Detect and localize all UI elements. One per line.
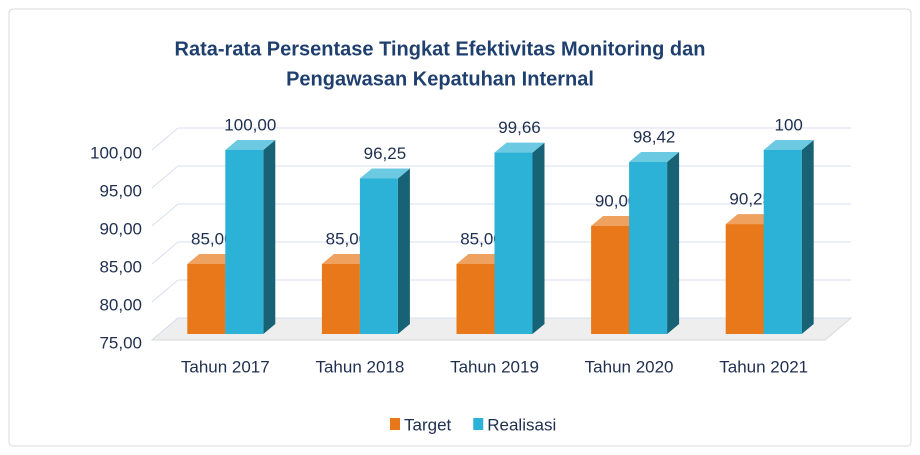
bar-front xyxy=(494,152,533,334)
bar xyxy=(359,168,410,334)
bar-top xyxy=(187,254,238,264)
bar-side xyxy=(397,168,410,334)
bar-top xyxy=(494,142,545,153)
y-tick-label: 85,00 xyxy=(99,257,142,276)
bar-front xyxy=(591,226,630,334)
bar-side xyxy=(532,142,545,334)
bar-top xyxy=(359,168,410,179)
bar-top xyxy=(591,216,642,226)
bar-top xyxy=(321,254,372,264)
bar-top xyxy=(629,152,680,163)
legend-label: Target xyxy=(404,415,452,434)
data-label: 96,25 xyxy=(364,144,407,163)
bar-front xyxy=(359,178,398,334)
bar-side xyxy=(801,140,814,334)
data-label: 100,00 xyxy=(224,115,276,134)
y-tick-label: 100,00 xyxy=(90,143,142,162)
x-tick-label: Tahun 2018 xyxy=(315,357,404,376)
legend-label: Realisasi xyxy=(487,415,556,434)
bar xyxy=(494,142,545,334)
data-label: 99,66 xyxy=(498,118,541,137)
data-label: 85,00 xyxy=(326,229,369,248)
bar xyxy=(763,140,814,334)
bar-front xyxy=(629,162,668,334)
x-tick-label: Tahun 2017 xyxy=(181,357,270,376)
y-tick-label: 75,00 xyxy=(99,333,142,352)
x-tick-label: Tahun 2019 xyxy=(450,357,539,376)
data-label: 90,00 xyxy=(595,191,638,210)
y-tick-label: 95,00 xyxy=(99,181,142,200)
chart-title: Rata-rata Persentase Tingkat Efektivitas… xyxy=(175,38,706,60)
data-label: 90,25 xyxy=(729,190,772,209)
data-label: 98,42 xyxy=(633,127,676,146)
chart-title: Pengawasan Kepatuhan Internal xyxy=(286,68,594,90)
data-label: 85,00 xyxy=(460,229,503,248)
grid-line xyxy=(151,203,851,227)
bar-front xyxy=(725,224,764,334)
bar-front xyxy=(187,264,226,334)
bar-side xyxy=(667,152,680,334)
y-tick-label: 80,00 xyxy=(99,295,142,314)
legend-swatch xyxy=(473,418,484,430)
x-tick-label: Tahun 2021 xyxy=(719,357,808,376)
bar-side xyxy=(263,140,276,334)
bar xyxy=(225,140,276,334)
bar-front xyxy=(763,150,802,334)
data-label: 85,00 xyxy=(191,229,234,248)
bar-top xyxy=(763,140,814,150)
y-tick-label: 90,00 xyxy=(99,219,142,238)
bar-front xyxy=(321,264,360,334)
bar xyxy=(629,152,680,334)
x-tick-label: Tahun 2020 xyxy=(585,357,674,376)
bar-top xyxy=(725,214,776,225)
legend-swatch xyxy=(390,418,400,430)
data-label: 100 xyxy=(775,115,803,134)
bar-top xyxy=(456,254,507,264)
grid-line xyxy=(151,127,851,151)
bar-top xyxy=(225,140,276,150)
bar-front xyxy=(456,264,495,334)
bar-front xyxy=(225,150,264,334)
grid-line xyxy=(151,165,851,189)
